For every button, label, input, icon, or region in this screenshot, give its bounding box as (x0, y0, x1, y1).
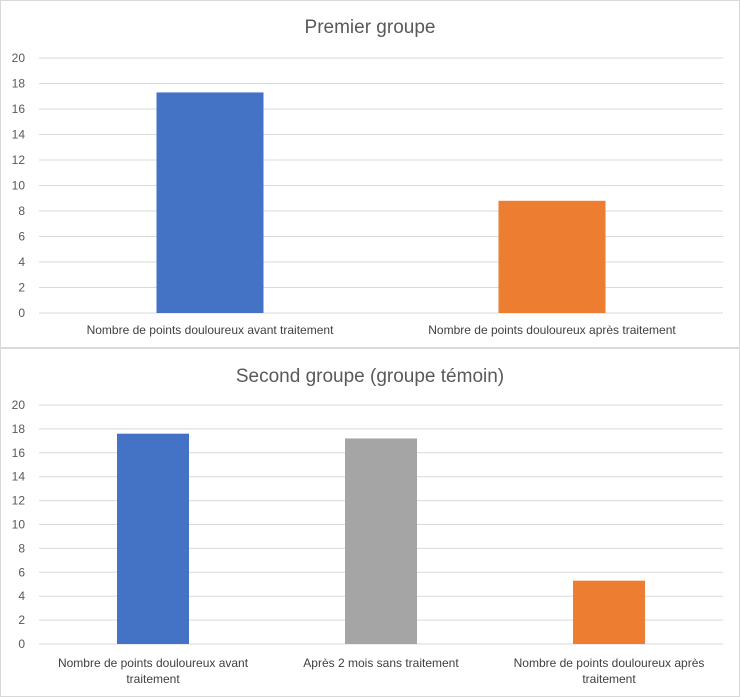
y-tick-label: 16 (12, 102, 26, 116)
category-label: Nombre de points douloureux avant traitem… (58, 656, 249, 686)
y-tick-label: 4 (18, 589, 25, 603)
y-tick-label: 12 (12, 494, 26, 508)
y-tick-label: 14 (12, 470, 26, 484)
chart-title: Premier groupe (305, 17, 436, 38)
y-tick-label: 2 (18, 613, 25, 627)
bar-second-1 (117, 433, 189, 644)
bar-premier-2 (498, 200, 606, 313)
y-tick-label: 14 (12, 128, 26, 142)
bar-second-2 (345, 438, 417, 644)
category-label: Nombre de points douloureux après traite… (428, 323, 676, 337)
chart-panel-premier-groupe: Premier groupe 0 2 4 6 8 10 12 14 16 18 20 Nombre de… (0, 0, 740, 348)
bar-premier-1 (156, 92, 264, 313)
y-tick-label: 4 (18, 255, 25, 269)
chart-title: Second groupe (groupe témoin) (236, 366, 504, 387)
bar-second-3 (573, 580, 645, 644)
y-tick-label: 20 (12, 398, 26, 412)
y-tick-label: 6 (18, 565, 25, 579)
y-tick-label: 18 (12, 77, 26, 91)
chart-panel-second-groupe: Second groupe (groupe témoin) 0 2 4 6 8 10 12 14… (0, 348, 740, 697)
y-tick-label: 0 (18, 637, 25, 651)
chart-premier-groupe: Premier groupe 0 2 4 6 8 10 12 14 16 18 20 Nombre de… (12, 17, 723, 337)
category-label: Après 2 mois sans traitement (303, 656, 459, 670)
category-label: Nombre de points douloureux avant traite… (87, 323, 334, 337)
y-tick-label: 18 (12, 422, 26, 436)
y-tick-label: 8 (18, 204, 25, 218)
y-tick-label: 20 (12, 51, 26, 65)
y-tick-label: 10 (12, 179, 26, 193)
chart-second-groupe: Second groupe (groupe témoin) 0 2 4 6 8 10 12 14… (12, 366, 723, 686)
y-tick-label: 8 (18, 541, 25, 555)
y-tick-label: 2 (18, 281, 25, 295)
y-tick-label: 0 (18, 306, 25, 320)
y-tick-label: 6 (18, 230, 25, 244)
y-tick-label: 10 (12, 518, 26, 532)
category-label: Nombre de points douloureux après traitem… (514, 656, 705, 686)
y-tick-label: 16 (12, 446, 26, 460)
y-tick-label: 12 (12, 153, 26, 167)
